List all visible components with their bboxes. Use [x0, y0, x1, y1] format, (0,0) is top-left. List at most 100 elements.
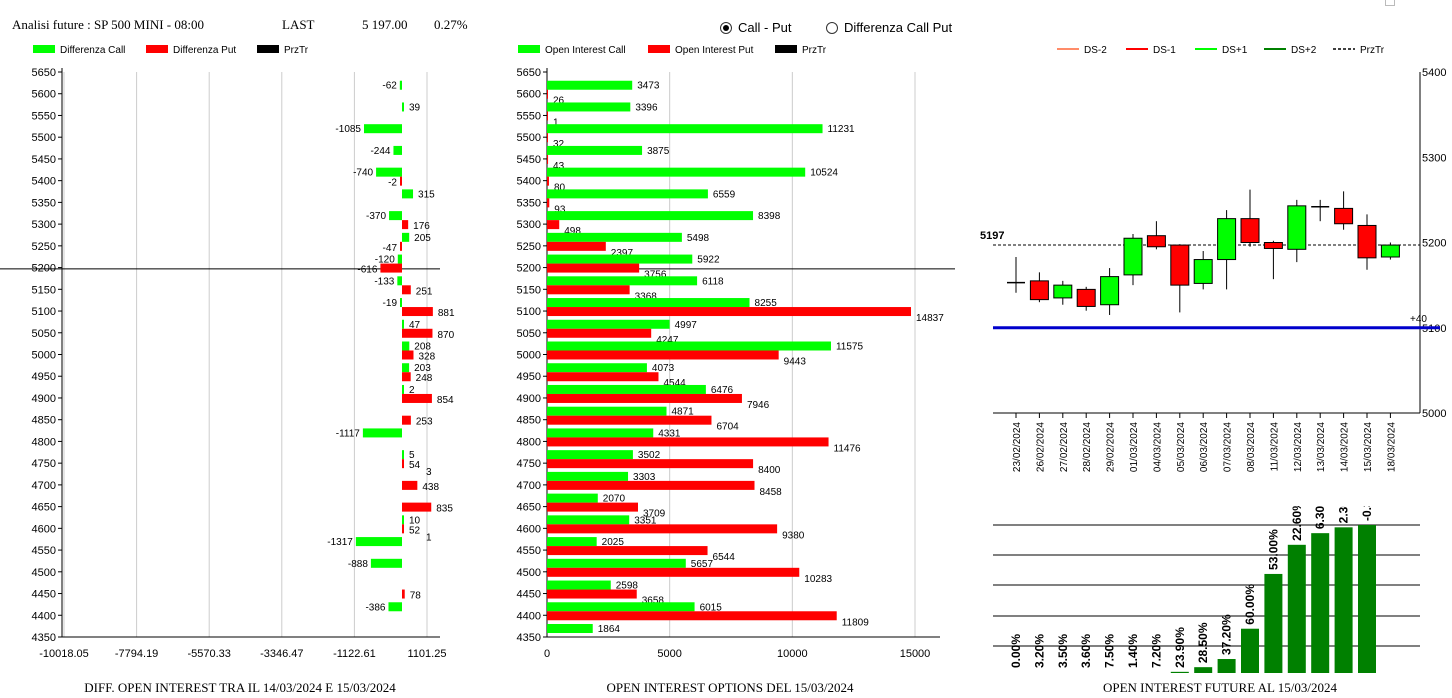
- bar-call: [402, 363, 410, 373]
- data-label-call: 3502: [638, 450, 661, 461]
- data-label-call: 5922: [697, 255, 720, 266]
- bar-call: [393, 145, 402, 155]
- diff-open-interest-chart: Differenza Call Differenza Put PrzTr -10018…: [0, 45, 455, 660]
- bar-call: [362, 428, 402, 438]
- radio-call-put[interactable]: Call - Put: [720, 20, 791, 35]
- bar-call: [547, 102, 631, 112]
- data-label-call: 203: [414, 363, 431, 374]
- bar-put: [547, 372, 659, 382]
- data-label-put: 253: [416, 417, 433, 428]
- price-label: 5197: [980, 230, 1004, 242]
- bar-put: [547, 546, 708, 556]
- data-label-call: 6559: [713, 189, 736, 200]
- bar-call: [547, 537, 597, 547]
- data-label-put: 78: [410, 591, 422, 602]
- data-label-call: 4331: [658, 428, 681, 439]
- data-label-put: 14837: [916, 313, 944, 324]
- data-label-put: 8458: [760, 487, 783, 498]
- y-tick-label: 5250: [517, 241, 541, 253]
- y-tick-label: 5300: [1422, 152, 1446, 164]
- future-bar-label: 23.90%: [1173, 627, 1187, 668]
- data-label-put: 6544: [713, 552, 736, 563]
- bar-put: [402, 459, 404, 469]
- data-label-call: 315: [418, 189, 435, 200]
- date-label: 29/02/2024: [1106, 422, 1117, 472]
- y-tick-label: 5400: [32, 176, 56, 188]
- legend-label-1: Differenza Put: [173, 45, 236, 56]
- footer-right: OPEN INTEREST FUTURE AL 15/03/2024: [1102, 680, 1337, 695]
- bar-call: [402, 341, 410, 351]
- change-percent: 0.27%: [434, 17, 468, 32]
- date-label: 01/03/2024: [1129, 422, 1140, 472]
- data-label-call: -1317: [327, 537, 353, 548]
- data-label-call: -1117: [336, 428, 361, 439]
- bar-call: [547, 341, 831, 351]
- data-label-put: 80: [554, 183, 566, 194]
- y-tick-label: 5300: [32, 219, 56, 231]
- bar-call: [547, 428, 654, 438]
- bar-call: [397, 276, 402, 286]
- bar-call: [547, 189, 708, 199]
- bar-put: [547, 307, 912, 317]
- bar-call: [397, 254, 402, 264]
- y-tick-label: 4650: [32, 502, 56, 514]
- y-tick-label: 5200: [517, 263, 541, 275]
- bar-put: [547, 502, 638, 512]
- y-tick-label: 4350: [32, 632, 56, 644]
- bar-call: [547, 384, 706, 394]
- bar-call: [547, 80, 633, 90]
- future-bar-label: 60.00%: [1243, 584, 1257, 625]
- maximize-icon[interactable]: [1385, 0, 1395, 6]
- bar-put: [547, 285, 630, 295]
- y-tick-label: 4850: [517, 415, 541, 427]
- date-label: 15/03/2024: [1363, 422, 1374, 472]
- bar-put: [402, 393, 432, 403]
- y-tick-label: 5100: [517, 306, 541, 318]
- last-label: LAST: [282, 17, 315, 32]
- x-tick-label: 5000: [657, 648, 681, 660]
- date-label: 11/03/2024: [1269, 422, 1280, 472]
- radio-differenza[interactable]: Differenza Call Put: [826, 20, 952, 35]
- date-label: 05/03/2024: [1176, 422, 1187, 472]
- x-tick-label: 15000: [900, 648, 931, 660]
- future-bar-label: 3.60%: [1079, 634, 1093, 668]
- bar-put: [547, 437, 829, 447]
- data-label-put: 52: [409, 525, 421, 536]
- bar-put: [547, 133, 548, 143]
- data-label-put: 43: [553, 161, 565, 172]
- bar-put: [402, 328, 433, 338]
- date-label: 23/02/2024: [1012, 422, 1023, 472]
- x-tick-label: -3346.47: [260, 648, 303, 660]
- bar-put: [402, 307, 433, 317]
- data-label-call: 4871: [672, 407, 695, 418]
- bar-put: [547, 89, 548, 99]
- bar-call: [547, 406, 667, 416]
- close-icon[interactable]: [1437, 0, 1447, 6]
- bar-put: [547, 111, 548, 121]
- y-tick-label: 5650: [517, 67, 541, 79]
- date-label: 13/03/2024: [1316, 422, 1327, 472]
- bar-put: [547, 263, 640, 273]
- y-tick-label: 5000: [517, 350, 541, 362]
- date-label: 14/03/2024: [1340, 422, 1351, 472]
- data-label-put: 26: [553, 96, 565, 107]
- bar-call: [364, 124, 402, 134]
- bar-put: [402, 480, 418, 490]
- y-tick-label: 5350: [32, 197, 56, 209]
- x-tick-label: -1122.61: [333, 648, 376, 660]
- y-tick-label: 5350: [517, 197, 541, 209]
- y-tick-label: 5400: [1422, 67, 1446, 79]
- data-label-call: 2025: [602, 537, 625, 548]
- candle-body: [1053, 284, 1073, 299]
- data-label-put: 3709: [643, 509, 666, 520]
- data-label-put: 328: [418, 352, 435, 363]
- bar-call: [402, 102, 404, 112]
- data-label-call: 2598: [616, 581, 639, 592]
- data-label-put: 7946: [747, 400, 770, 411]
- data-label-put: 438: [422, 482, 439, 493]
- y-tick-label: 4750: [32, 458, 56, 470]
- y-tick-label: 5600: [517, 89, 541, 101]
- y-tick-label: 4400: [32, 610, 56, 622]
- x-tick-label: -7794.19: [115, 648, 158, 660]
- blue-line-label: +40: [1410, 314, 1427, 325]
